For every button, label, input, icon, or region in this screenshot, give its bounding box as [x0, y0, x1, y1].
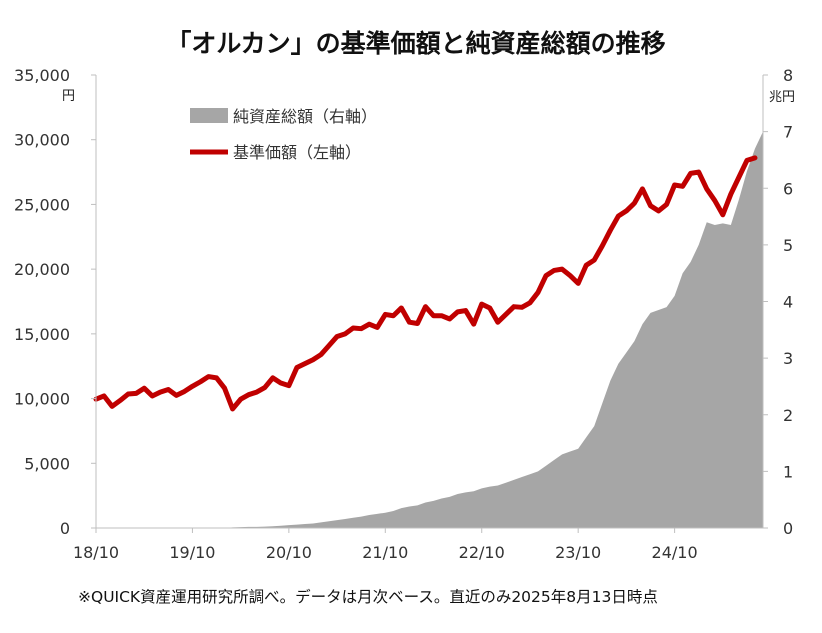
- legend-label-line: 基準価額（左軸）: [233, 143, 361, 162]
- right-tick-label: 3: [783, 349, 793, 368]
- left-tick-label: 35,000: [14, 66, 70, 85]
- net-assets-area-layer: [96, 131, 763, 528]
- right-tick-label: 2: [783, 406, 793, 425]
- x-tick-label: 21/10: [362, 543, 408, 562]
- right-tick-label: 8: [783, 66, 793, 85]
- left-tick-label: 25,000: [14, 195, 70, 214]
- chart-title: 「オルカン」の基準価額と純資産総額の推移: [166, 29, 665, 58]
- legend-label-area: 純資産総額（右軸）: [233, 107, 377, 126]
- x-axis-ticks: 18/10 19/10 20/10 21/10 22/10 23/10 24/10: [73, 528, 698, 562]
- right-tick-label: 7: [783, 123, 793, 142]
- right-tick-label: 1: [783, 462, 793, 481]
- x-tick-label: 20/10: [266, 543, 312, 562]
- x-tick-label: 22/10: [459, 543, 505, 562]
- left-tick-label: 5,000: [24, 454, 70, 473]
- left-axis-ticks: 0 5,000 10,000 15,000 20,000 25,000 30,000 35,0…: [14, 66, 96, 538]
- legend: 純資産総額（右軸） 基準価額（左軸）: [190, 107, 377, 162]
- x-tick-label: 19/10: [169, 543, 215, 562]
- left-tick-label: 15,000: [14, 325, 70, 344]
- right-axis-unit: 兆円: [769, 90, 795, 105]
- right-tick-label: 4: [783, 293, 793, 312]
- left-tick-label: 20,000: [14, 260, 70, 279]
- x-tick-label: 23/10: [555, 543, 601, 562]
- left-axis-unit: 円: [62, 89, 75, 104]
- net-assets-area: [96, 131, 763, 528]
- right-tick-label: 6: [783, 179, 793, 198]
- x-tick-label: 24/10: [652, 543, 698, 562]
- left-tick-label: 10,000: [14, 390, 70, 409]
- right-tick-label: 5: [783, 236, 793, 255]
- nav-line-layer: [93, 155, 758, 412]
- nav-line: [93, 155, 758, 412]
- x-tick-label: 18/10: [73, 543, 119, 562]
- left-tick-label: 0: [60, 519, 70, 538]
- left-tick-label: 30,000: [14, 131, 70, 150]
- legend-swatch-area: [190, 108, 228, 123]
- right-tick-label: 0: [783, 519, 793, 538]
- right-axis-ticks: 0 1 2 3 4 5 6 7 8: [763, 66, 793, 538]
- footnote: ※QUICK資産運用研究所調べ。データは月次ベース。直近のみ2025年8月13日…: [78, 587, 658, 606]
